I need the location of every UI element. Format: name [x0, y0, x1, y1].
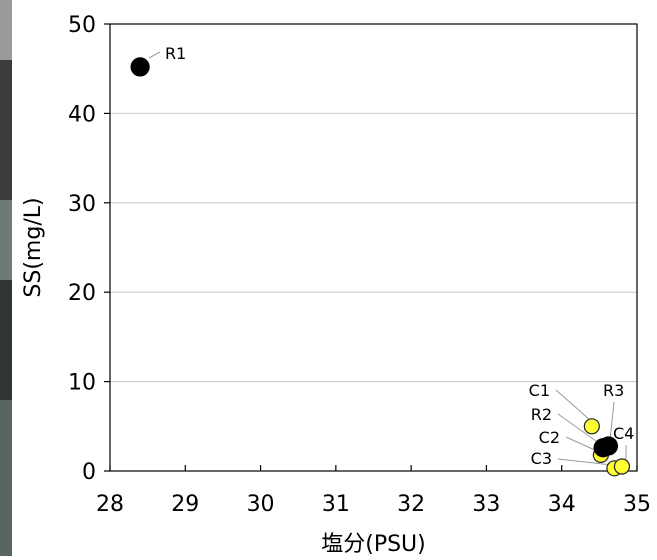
data-point-c1	[583, 418, 600, 435]
x-axis-title: 塩分(PSU)	[321, 532, 426, 556]
plot-area-frame	[109, 23, 638, 472]
x-tick-label: 32	[397, 492, 425, 517]
x-tick-label: 29	[171, 492, 199, 517]
data-point-c4	[613, 458, 631, 475]
leader-line	[555, 389, 591, 421]
x-tick-label: 28	[96, 492, 124, 517]
leader-line	[148, 51, 161, 59]
point-label-r2: R2	[531, 405, 552, 424]
y-tick-label: 50	[68, 13, 96, 38]
x-tick-label: 31	[322, 492, 350, 517]
leader-line	[565, 436, 598, 452]
axis-ticks: 0 10 20 30 40 50 28 29 30 31 32 33 34 35	[68, 13, 651, 517]
leader-line	[609, 401, 615, 441]
y-tick-label: 0	[82, 460, 96, 485]
y-axis-title: SS(mg/L)	[21, 197, 46, 297]
point-label-r1: R1	[165, 44, 186, 63]
data-points: C1 C2 C3 C4 R2 R3 R1	[130, 44, 634, 477]
y-tick-label: 20	[68, 281, 96, 306]
y-tick-label: 40	[68, 102, 96, 127]
data-point-r3	[598, 436, 618, 456]
data-point-r1	[130, 57, 150, 77]
y-tick-label: 10	[68, 371, 96, 396]
grid-lines	[110, 112, 637, 383]
x-tick-label: 30	[247, 492, 275, 517]
x-tick-label: 33	[472, 492, 500, 517]
point-label-c2: C2	[539, 428, 560, 447]
point-label-r3: R3	[603, 381, 624, 400]
point-label-c3: C3	[531, 449, 552, 468]
x-tick-label: 34	[548, 492, 576, 517]
point-label-c1: C1	[529, 381, 550, 400]
point-label-c4: C4	[613, 424, 634, 443]
background-photo-strip	[0, 0, 12, 556]
leader-line	[557, 413, 597, 442]
leader-line	[557, 458, 613, 466]
x-tick-label: 35	[623, 492, 651, 517]
y-tick-label: 30	[68, 192, 96, 217]
